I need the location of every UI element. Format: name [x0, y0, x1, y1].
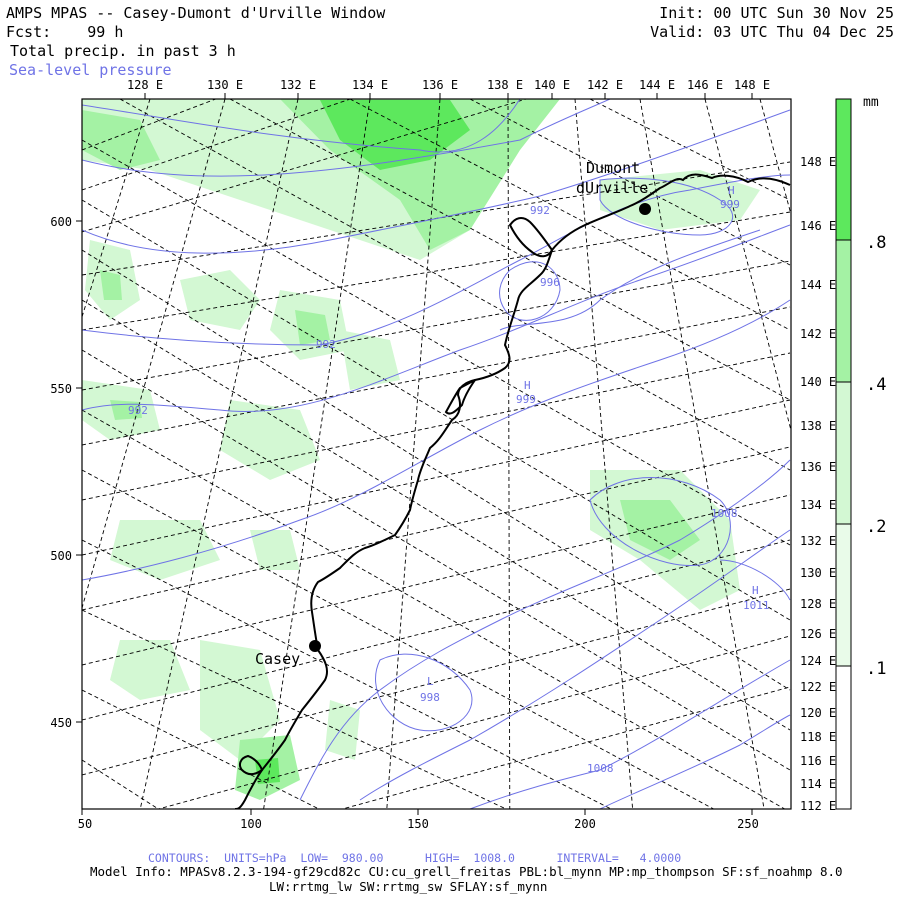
- lon-label: 134 E: [800, 498, 836, 512]
- lon-label: 128 E: [800, 597, 836, 611]
- lon-label: 112 E: [800, 799, 836, 813]
- lon-label: 130 E: [207, 78, 243, 92]
- map-title: AMPS MPAS -- Casey-Dumont d'Urville Wind…: [6, 4, 386, 22]
- top-lon-labels: 128 E 130 E 132 E 134 E 136 E 138 E 140 …: [127, 78, 770, 92]
- coastline: [234, 173, 791, 809]
- colorbar-label: .2: [866, 517, 886, 537]
- colorbar-label: .1: [866, 659, 886, 679]
- y-label: 450: [50, 716, 72, 730]
- colorbar-bin: [836, 382, 851, 524]
- lon-label: 138 E: [487, 78, 523, 92]
- contour-label: 992: [530, 204, 550, 217]
- x-label: 200: [574, 817, 596, 831]
- colorbar-label: .4: [866, 375, 886, 395]
- left-y-labels: 600 550 500 450: [50, 215, 72, 730]
- lon-label: 134 E: [352, 78, 388, 92]
- x-label: 250: [737, 817, 759, 831]
- station-name: dUrville: [576, 179, 648, 197]
- y-label: 600: [50, 215, 72, 229]
- contour-label: 992: [128, 404, 148, 417]
- lon-label: 114 E: [800, 777, 836, 791]
- physics-info: LW:rrtmg_lw SW:rrtmg_sw SFLAY:sf_mynn: [269, 879, 548, 894]
- slp-contours: [82, 99, 791, 809]
- lon-label: 140 E: [534, 78, 570, 92]
- colorbar-label: .8: [866, 233, 886, 253]
- contour-label: 992: [316, 338, 336, 351]
- casey-marker: [309, 640, 321, 652]
- lon-label: 138 E: [800, 419, 836, 433]
- y-label: 500: [50, 549, 72, 563]
- x-label: 50: [78, 817, 92, 831]
- contour-label: 1011: [743, 599, 770, 612]
- model-info: Model Info: MPASv8.2.3-194-gf29cd82c CU:…: [90, 864, 843, 879]
- lon-label: 148 E: [734, 78, 770, 92]
- lon-label: 146 E: [800, 219, 836, 233]
- colorbar-bin: [836, 99, 851, 240]
- dumont-durville-marker: [639, 203, 651, 215]
- lon-label: 148 E: [800, 155, 836, 169]
- lon-label: 146 E: [687, 78, 723, 92]
- top-ticks: [144, 93, 753, 99]
- precip-shading: [82, 99, 791, 809]
- bottom-ticks: [81, 809, 753, 815]
- map-frame: [81, 98, 792, 810]
- lon-label: 120 E: [800, 706, 836, 720]
- lon-label: 128 E: [127, 78, 163, 92]
- contour-info: CONTOURS: UNITS=hPa LOW= 980.00 HIGH= 10…: [148, 851, 682, 865]
- lon-label: 116 E: [800, 754, 836, 768]
- left-ticks: [76, 220, 82, 723]
- colorbar-bin: [836, 240, 851, 382]
- lon-label: 126 E: [800, 627, 836, 641]
- colorbar-unit: mm: [863, 95, 879, 110]
- init-time: Init: 00 UTC Sun 30 Nov 25: [659, 4, 894, 22]
- lon-label: 144 E: [639, 78, 675, 92]
- lon-label: 122 E: [800, 680, 836, 694]
- overlay-label: Sea-level pressure: [9, 61, 172, 79]
- contour-label: 996: [540, 276, 560, 289]
- contour-label: 998: [420, 691, 440, 704]
- pressure-low-label: L: [427, 675, 434, 688]
- lon-label: 136 E: [422, 78, 458, 92]
- forecast-hour: Fcst: 99 h: [6, 23, 124, 41]
- station-name: Dumont: [586, 159, 640, 177]
- pressure-high-label: H: [752, 584, 759, 597]
- y-label: 550: [50, 382, 72, 396]
- lon-label: 118 E: [800, 730, 836, 744]
- lon-label: 124 E: [800, 654, 836, 668]
- valid-time: Valid: 03 UTC Thu 04 Dec 25: [650, 23, 894, 41]
- lon-label: 144 E: [800, 278, 836, 292]
- contour-label: 999: [720, 198, 740, 211]
- contour-label: 1008: [587, 762, 614, 775]
- colorbar-bin: [836, 524, 851, 666]
- pressure-high-label: H: [728, 184, 735, 197]
- contour-label: 1008: [711, 507, 738, 520]
- contour-label: 999: [516, 393, 536, 406]
- lon-label: 136 E: [800, 460, 836, 474]
- lon-label: 142 E: [800, 327, 836, 341]
- right-lon-labels: 148 E 146 E 144 E 142 E 140 E 138 E 136 …: [800, 155, 836, 813]
- station-name: Casey: [255, 650, 300, 668]
- lon-label: 132 E: [280, 78, 316, 92]
- lon-label: 130 E: [800, 566, 836, 580]
- contour-labels: 992 992 992 996 999 H H 999 1008 H 1011 …: [128, 184, 770, 775]
- lon-label: 142 E: [587, 78, 623, 92]
- lon-label: 140 E: [800, 375, 836, 389]
- bottom-x-labels: 50 100 150 200 250: [78, 817, 759, 831]
- x-label: 100: [240, 817, 262, 831]
- x-label: 150: [407, 817, 429, 831]
- colorbar-bin: [836, 666, 851, 809]
- colorbar: mm .8 .4 .2 .1: [835, 95, 886, 810]
- lon-label: 132 E: [800, 534, 836, 548]
- field-label: Total precip. in past 3 h: [10, 42, 236, 60]
- pressure-high-label: H: [524, 379, 531, 392]
